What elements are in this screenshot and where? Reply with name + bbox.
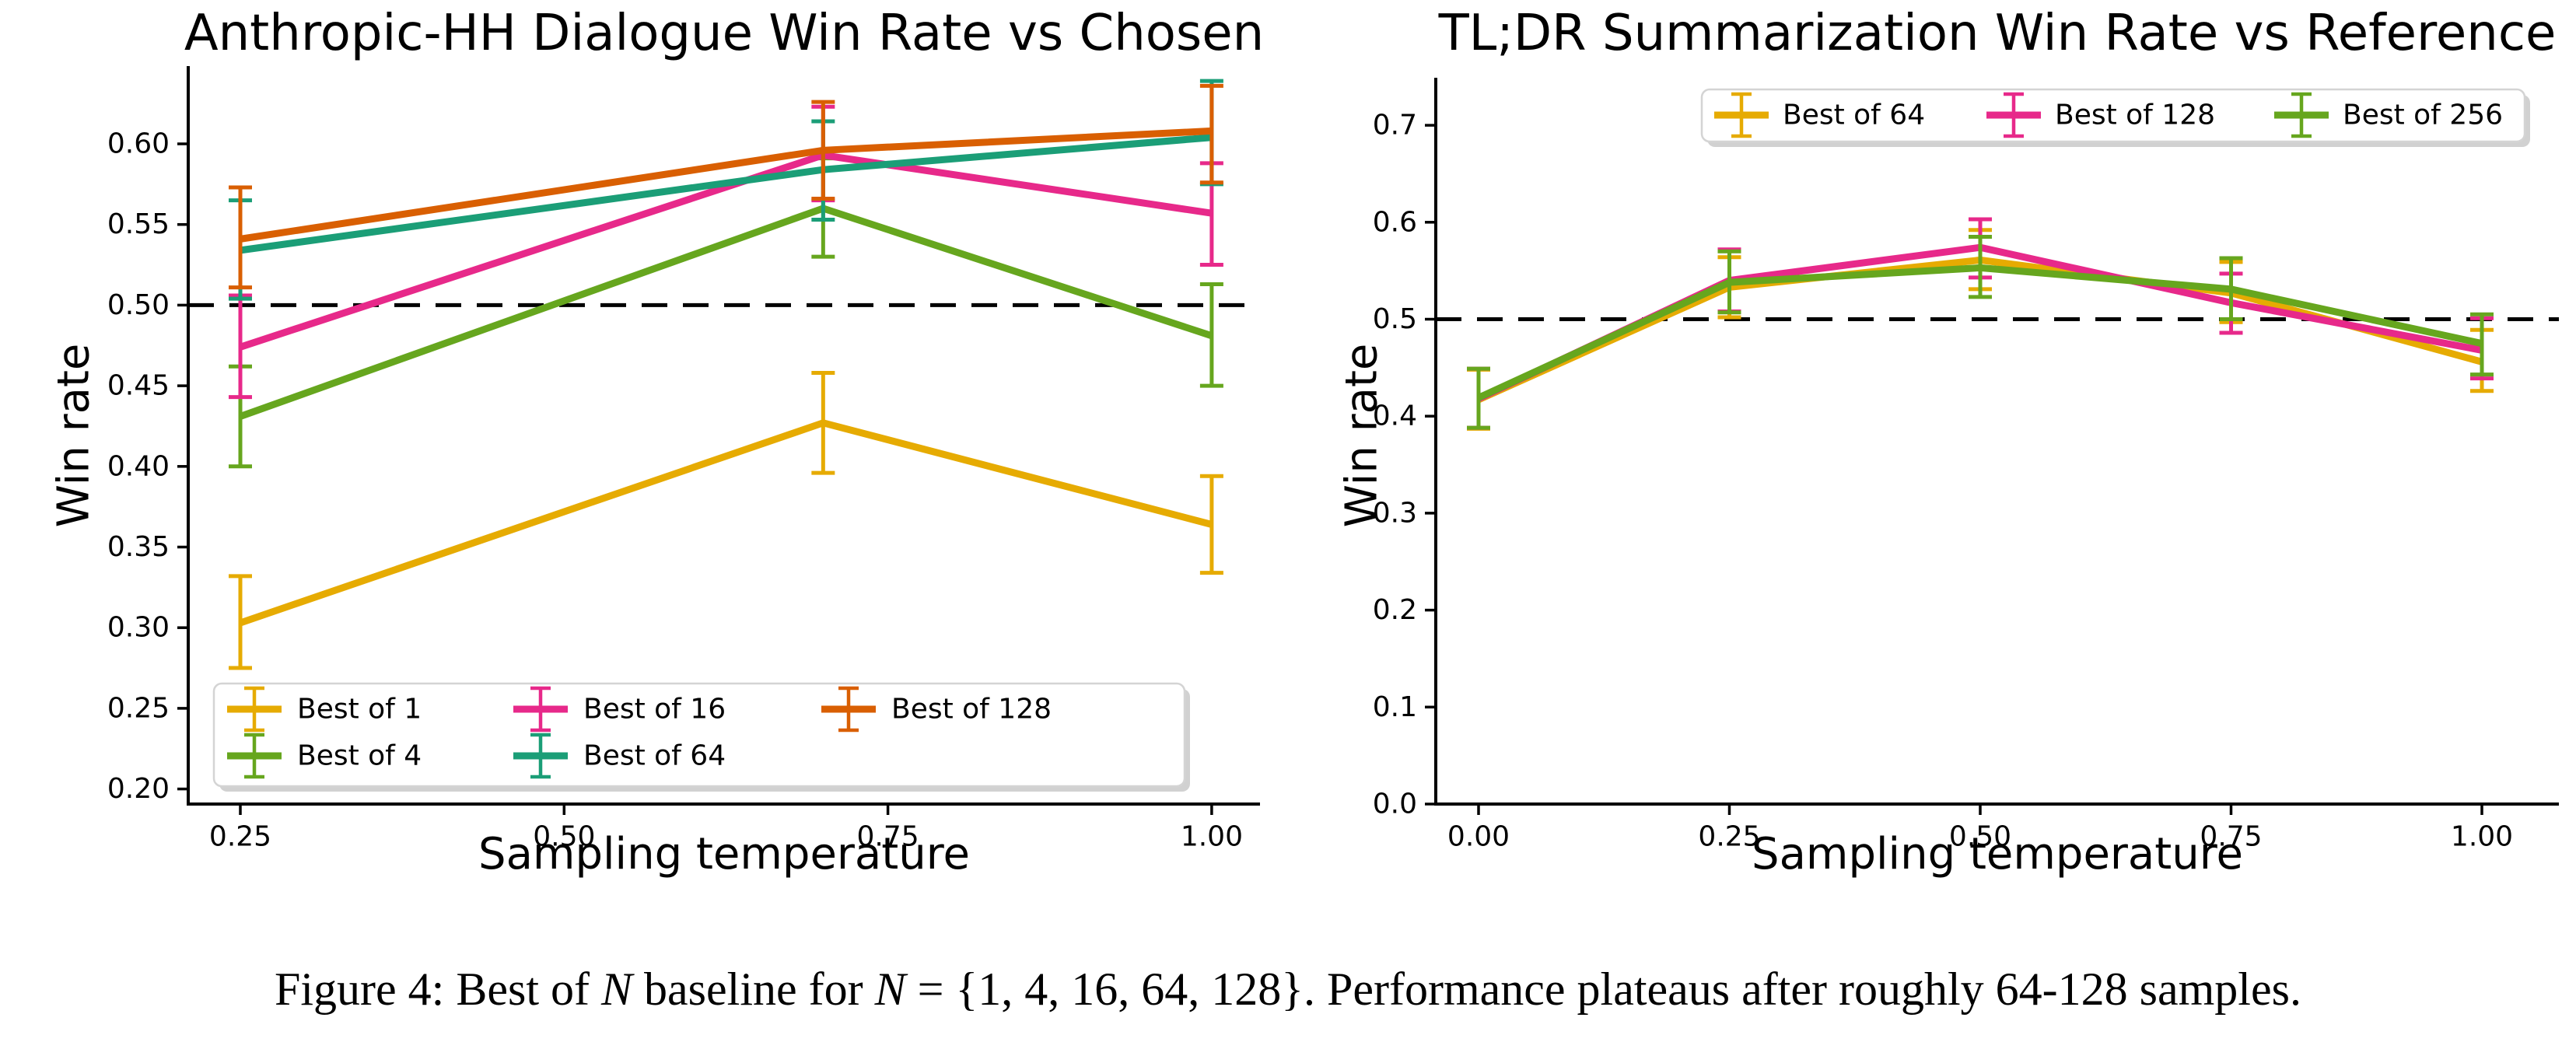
caption-math-n: N (874, 963, 906, 1015)
right-chart-canvas: 0.00 0.25 0.50 0.75 1.00 0.0 0.1 0.2 0.3 0.4 0.5 0.… (1373, 78, 2559, 853)
legend-label: Best of 1 (297, 694, 422, 726)
legend-entry-best-of-128: Best of 128 (1986, 92, 2215, 138)
legend-entry-best-of-1: Best of 1 (227, 686, 422, 733)
y-tick-label: 0.55 (107, 208, 170, 240)
legend: Best of 1 Best of 4 Best of 16 Best of 64 Be… (212, 682, 1190, 792)
y-tick-label: 0.2 (1373, 594, 1417, 626)
y-tick-label: 0.35 (107, 531, 170, 563)
legend-entry-best-of-128: Best of 128 (821, 686, 1052, 733)
caption-text-segment: baseline for (632, 963, 875, 1015)
figure-caption: Figure 4: Best of N baseline for N = {1,… (0, 963, 2576, 1016)
caption-text-segment: Figure 4: Best of (275, 963, 601, 1015)
legend-box (212, 682, 1186, 788)
caption-math-n: N (601, 963, 633, 1015)
legend-box (1700, 88, 2526, 143)
series-line (239, 205, 1213, 420)
x-tick-label: 1.00 (1181, 821, 1243, 853)
legend-label: Best of 64 (583, 740, 726, 772)
y-tick-label: 0.1 (1373, 691, 1417, 723)
y-tick-label: 0.6 (1373, 206, 1417, 238)
legend-entry-best-of-64: Best of 64 (513, 733, 726, 779)
x-tick-label: 0.75 (857, 821, 919, 853)
y-tick-label: 0.20 (107, 773, 170, 805)
y-tick-label: 0.0 (1373, 788, 1417, 820)
x-tick-label: 0.75 (2200, 821, 2262, 853)
left-chart-title: Anthropic-HH Dialogue Win Rate vs Chosen (184, 5, 1265, 62)
legend-label: Best of 64 (1783, 100, 1925, 131)
series-line (239, 419, 1213, 627)
series-line (240, 127, 1213, 243)
y-tick-label: 0.50 (107, 289, 170, 321)
legend-entry-best-of-64: Best of 64 (1714, 92, 1925, 138)
legend-label: Best of 128 (891, 694, 1052, 726)
y-tick-label: 0.7 (1373, 110, 1417, 142)
series-best-of-256 (1467, 235, 2494, 430)
y-tick-label: 0.30 (107, 612, 170, 644)
series-best-of-128 (229, 83, 1223, 290)
y-tick-label: 0.40 (107, 450, 170, 482)
right-x-axis-label: Sampling temperature (1752, 829, 2243, 879)
legend-label: Best of 128 (2055, 100, 2215, 131)
y-tick-label: 0.4 (1373, 400, 1417, 432)
legend-entry-best-of-16: Best of 16 (513, 686, 726, 733)
x-tick-label: 0.50 (533, 821, 595, 853)
series-best-of-1 (229, 371, 1223, 670)
x-tick-label: 0.50 (1949, 821, 2011, 853)
left-x-axis-label: Sampling temperature (478, 829, 970, 879)
x-tick-label: 1.00 (2451, 821, 2513, 853)
caption-text-segment: = {1, 4, 16, 64, 128}. Performance plate… (905, 963, 2301, 1015)
x-tick-label: 0.25 (1698, 821, 1760, 853)
right-chart-title: TL;DR Summarization Win Rate vs Referenc… (1438, 5, 2557, 62)
right-y-axis-label: Win rate (1336, 343, 1388, 528)
left-chart-canvas: 0.25 0.50 0.75 1.00 0.20 0.25 0.30 0.35 0.40 0.45… (107, 66, 1260, 853)
series-line (1477, 264, 2483, 401)
x-tick-label: 0.25 (209, 821, 271, 853)
y-tick-label: 0.45 (107, 370, 170, 402)
legend-entry-best-of-256: Best of 256 (2274, 92, 2503, 138)
legend-label: Best of 256 (2343, 100, 2503, 131)
x-tick-label: 0.00 (1447, 821, 1510, 853)
legend-entry-best-of-4: Best of 4 (227, 733, 422, 779)
legend: Best of 64 Best of 128 Best of 256 (1700, 88, 2530, 147)
y-tick-label: 0.60 (107, 128, 170, 160)
y-tick-label: 0.3 (1373, 497, 1417, 529)
y-tick-label: 0.25 (107, 692, 170, 724)
left-y-axis-label: Win rate (48, 343, 100, 528)
legend-label: Best of 16 (583, 694, 726, 726)
legend-label: Best of 4 (297, 740, 422, 772)
y-tick-label: 0.5 (1373, 303, 1417, 335)
series-best-of-4 (229, 156, 1223, 469)
